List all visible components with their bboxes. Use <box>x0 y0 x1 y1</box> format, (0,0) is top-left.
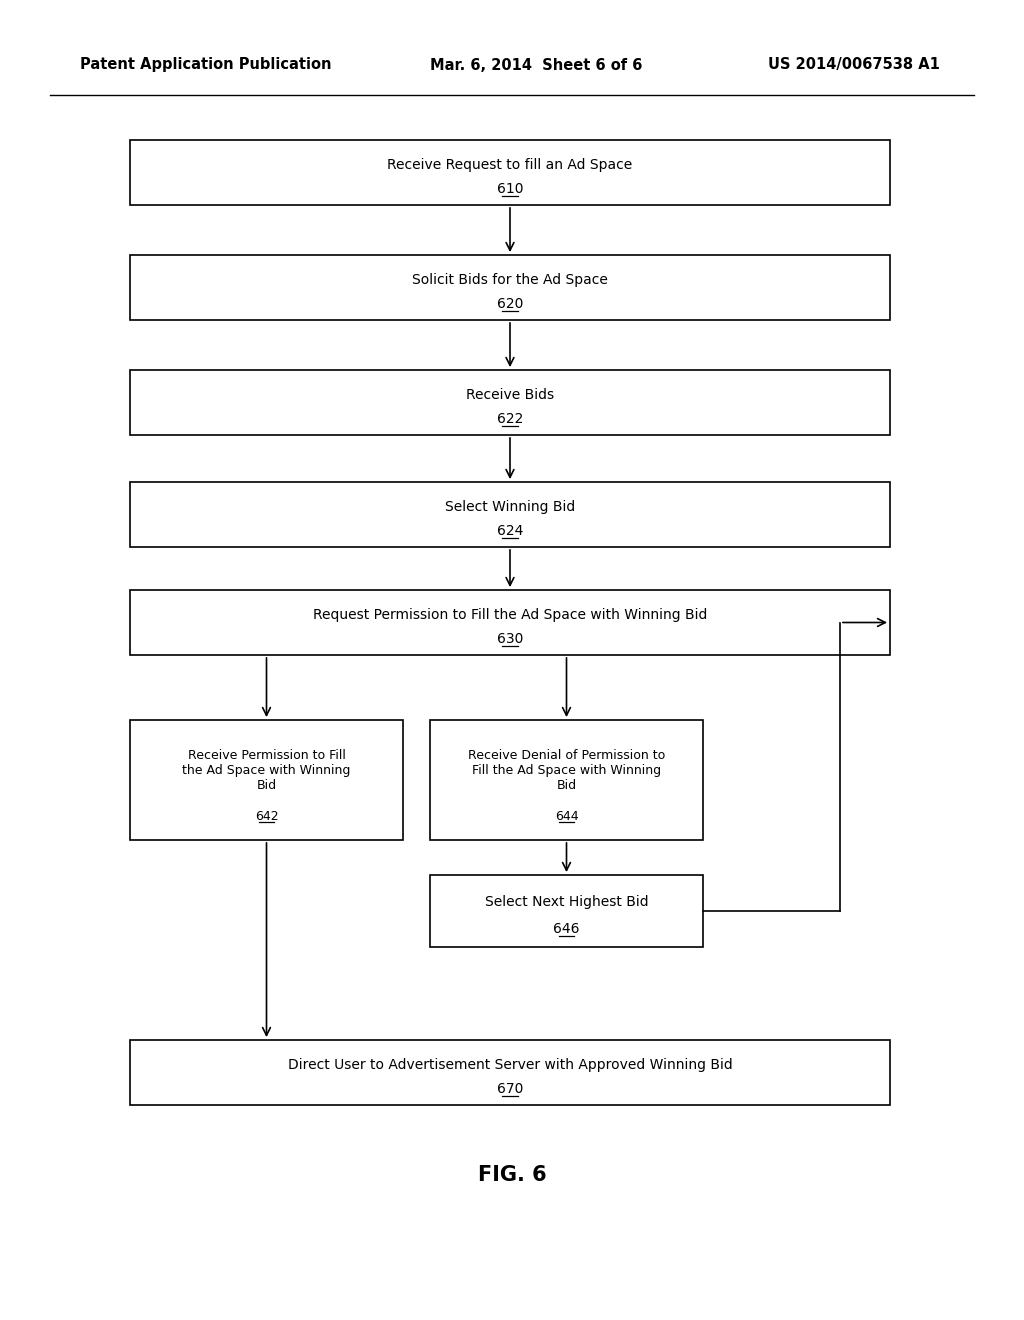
Text: 644: 644 <box>555 809 579 822</box>
Bar <box>430 875 703 946</box>
Text: Receive Permission to Fill
the Ad Space with Winning
Bid: Receive Permission to Fill the Ad Space … <box>182 748 350 792</box>
Bar <box>130 370 890 436</box>
Text: 642: 642 <box>255 809 279 822</box>
Text: FIG. 6: FIG. 6 <box>477 1166 547 1185</box>
Text: Receive Bids: Receive Bids <box>466 388 554 401</box>
Bar <box>130 255 890 319</box>
Text: Select Winning Bid: Select Winning Bid <box>444 500 575 513</box>
Text: US 2014/0067538 A1: US 2014/0067538 A1 <box>768 58 940 73</box>
Text: Request Permission to Fill the Ad Space with Winning Bid: Request Permission to Fill the Ad Space … <box>312 607 708 622</box>
Text: 630: 630 <box>497 632 523 645</box>
Text: Receive Request to fill an Ad Space: Receive Request to fill an Ad Space <box>387 157 633 172</box>
Text: 610: 610 <box>497 182 523 195</box>
Bar <box>430 719 703 840</box>
Text: 622: 622 <box>497 412 523 426</box>
Text: 624: 624 <box>497 524 523 537</box>
Text: Select Next Highest Bid: Select Next Highest Bid <box>484 895 648 909</box>
Bar <box>130 482 890 546</box>
Bar <box>130 719 403 840</box>
Text: Direct User to Advertisement Server with Approved Winning Bid: Direct User to Advertisement Server with… <box>288 1057 732 1072</box>
Bar <box>130 1040 890 1105</box>
Text: 670: 670 <box>497 1082 523 1096</box>
Text: Mar. 6, 2014  Sheet 6 of 6: Mar. 6, 2014 Sheet 6 of 6 <box>430 58 642 73</box>
Text: Solicit Bids for the Ad Space: Solicit Bids for the Ad Space <box>412 273 608 286</box>
Bar <box>130 140 890 205</box>
Bar <box>130 590 890 655</box>
Text: Receive Denial of Permission to
Fill the Ad Space with Winning
Bid: Receive Denial of Permission to Fill the… <box>468 748 666 792</box>
Text: 620: 620 <box>497 297 523 310</box>
Text: Patent Application Publication: Patent Application Publication <box>80 58 332 73</box>
Text: 646: 646 <box>553 921 580 936</box>
